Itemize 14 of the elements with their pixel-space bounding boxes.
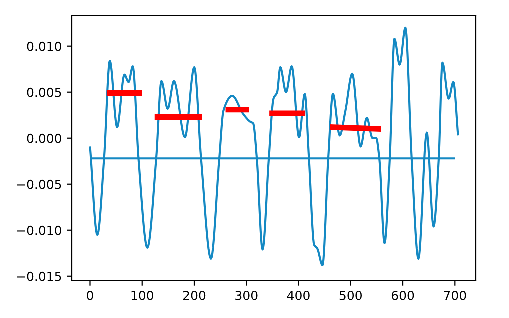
- x-tick-label: 500: [340, 290, 362, 300]
- y-tick-label: −0.005: [17, 180, 62, 190]
- x-tick-label: 100: [132, 290, 154, 300]
- x-tick-label: 400: [287, 290, 310, 300]
- x-tick-label: 700: [444, 290, 466, 300]
- y-tick-label: −0.015: [17, 272, 62, 282]
- x-tick-label: 600: [392, 290, 414, 300]
- y-tick-label: 0.000: [27, 134, 62, 144]
- y-tick-label: −0.010: [17, 226, 62, 236]
- x-tick-label: 0: [87, 290, 94, 300]
- x-tick-label: 300: [236, 290, 258, 300]
- y-tick-label: 0.010: [27, 42, 62, 52]
- x-tick-label: 200: [183, 290, 206, 300]
- y-tick-label: 0.005: [27, 88, 62, 98]
